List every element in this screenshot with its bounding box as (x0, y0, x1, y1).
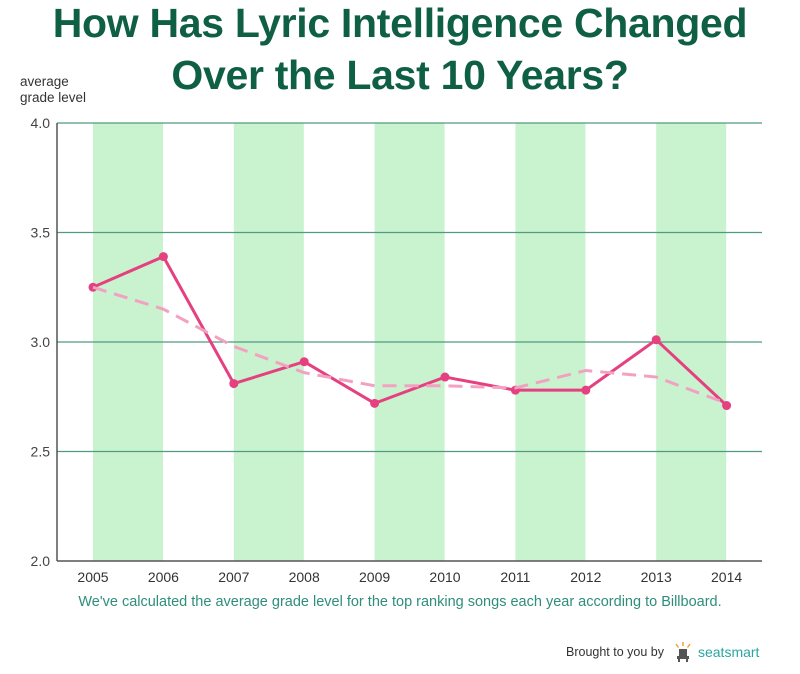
x-tick-label: 2006 (148, 569, 179, 585)
y-tick-label: 3.0 (31, 334, 51, 350)
data-point (722, 401, 732, 411)
x-tick-label: 2005 (77, 569, 108, 585)
x-tick-label: 2010 (429, 569, 460, 585)
data-point (229, 379, 239, 389)
trend-line (92, 285, 728, 405)
x-tick-label: 2011 (500, 569, 530, 585)
chart-title-line-1: How Has Lyric Intelligence Changed (52, 0, 748, 46)
sponsor-prefix: Brought to you by (566, 645, 664, 659)
gridlines (56, 122, 762, 562)
x-tick-labels: 2005 2006 2007 2008 2009 2010 2011 2012 2013 2014 (77, 569, 742, 585)
data-point (581, 385, 591, 395)
sponsor-footer: Brought to you by seatsmart (566, 641, 759, 663)
y-tick-label: 4.0 (31, 115, 51, 131)
y-tick-label: 2.5 (31, 444, 51, 460)
seat-chair-icon (675, 642, 691, 662)
data-point (440, 372, 450, 382)
sponsor-brand: seatsmart (697, 644, 760, 660)
x-tick-label: 2014 (711, 569, 742, 585)
x-tick-label: 2013 (641, 569, 672, 585)
x-tick-label: 2012 (570, 569, 601, 585)
x-tick-label: 2007 (218, 569, 249, 585)
y-axis-label: average grade level (20, 74, 86, 106)
y-axis-label-line-1: average (20, 74, 69, 89)
chart-caption: We've calculated the average grade level… (78, 594, 722, 610)
y-tick-label: 2.0 (31, 553, 51, 569)
series-line (92, 255, 728, 407)
x-tick-label: 2009 (359, 569, 390, 585)
data-point (158, 252, 168, 262)
y-axis-label-line-2: grade level (20, 90, 87, 105)
data-point (299, 357, 309, 367)
y-tick-labels: 2.0 2.5 3.0 3.5 4.0 (31, 115, 51, 569)
data-point (370, 398, 380, 408)
data-point (651, 335, 661, 345)
x-tick-label: 2008 (289, 569, 320, 585)
chart-title-line-2: Over the Last 10 Years? (171, 52, 629, 98)
series-group (88, 252, 732, 411)
y-tick-label: 3.5 (31, 225, 51, 241)
